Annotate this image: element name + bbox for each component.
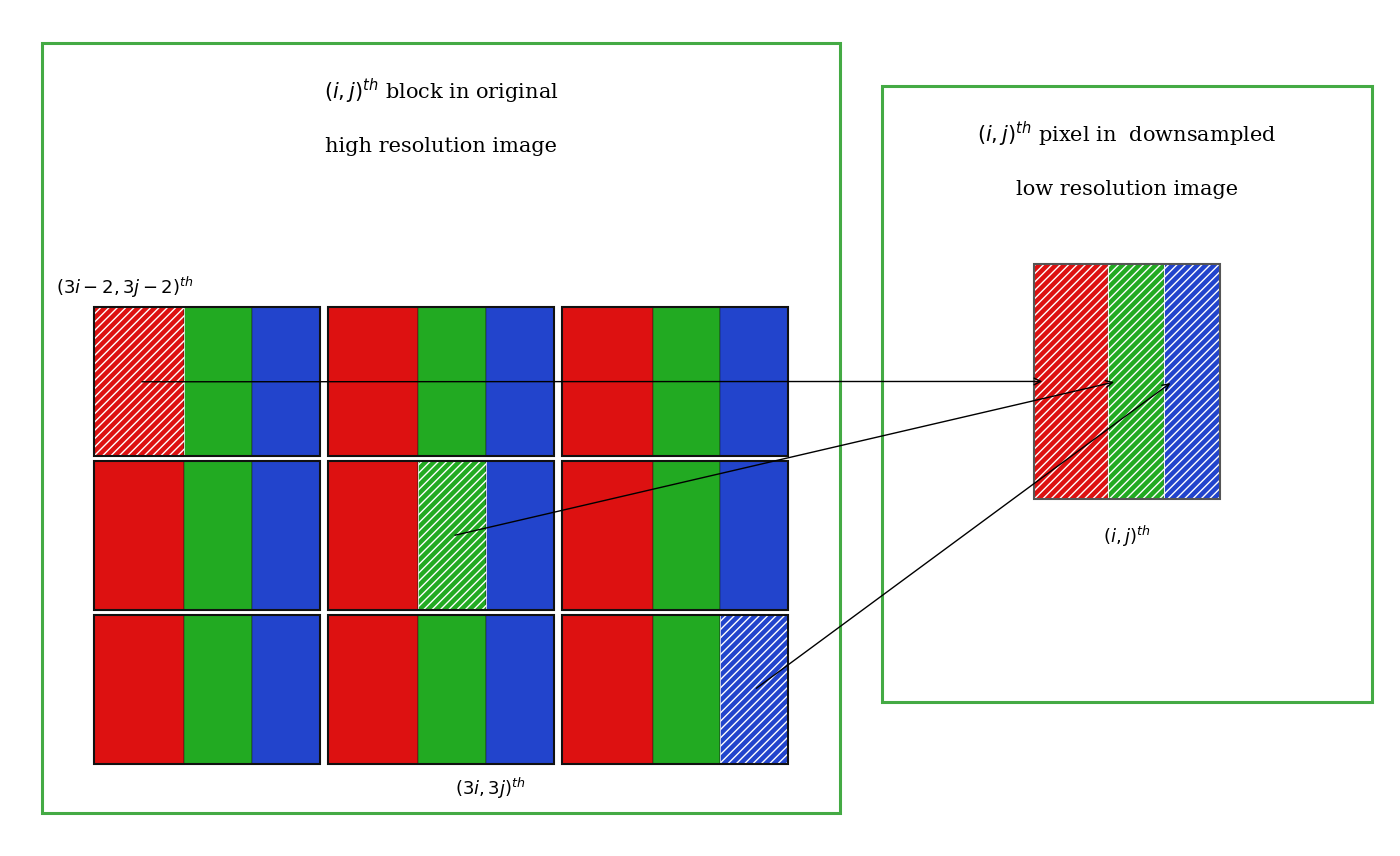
Bar: [720, 461, 788, 610]
Bar: [486, 461, 554, 610]
Bar: [328, 615, 419, 764]
Bar: [252, 307, 319, 456]
Bar: [94, 461, 185, 610]
Bar: [1033, 265, 1109, 498]
Bar: [94, 307, 185, 456]
Text: low resolution image: low resolution image: [1016, 180, 1238, 199]
Bar: [419, 307, 486, 456]
Bar: [185, 461, 252, 610]
Bar: [94, 461, 319, 610]
Bar: [563, 615, 652, 764]
Bar: [720, 615, 788, 764]
Bar: [1109, 265, 1165, 498]
Text: high resolution image: high resolution image: [325, 137, 557, 156]
Bar: [419, 461, 486, 610]
Text: $(i, j)^{th}$ block in original: $(i, j)^{th}$ block in original: [323, 77, 559, 106]
Bar: [42, 43, 840, 813]
Bar: [652, 461, 720, 610]
Bar: [328, 461, 419, 610]
Bar: [94, 307, 319, 456]
Bar: [419, 461, 486, 610]
Bar: [252, 615, 319, 764]
Bar: [328, 461, 554, 610]
Bar: [1165, 265, 1219, 498]
Bar: [185, 615, 252, 764]
Bar: [94, 615, 185, 764]
Bar: [882, 86, 1372, 702]
Bar: [1109, 265, 1165, 498]
Bar: [1165, 265, 1219, 498]
Bar: [652, 615, 720, 764]
Bar: [563, 615, 788, 764]
Text: $(i, j)^{th}$ pixel in  downsampled: $(i, j)^{th}$ pixel in downsampled: [977, 120, 1277, 149]
Bar: [563, 307, 652, 456]
Text: $(3i-2, 3j-2)^{th}$: $(3i-2, 3j-2)^{th}$: [56, 276, 193, 300]
Bar: [419, 615, 486, 764]
Text: $(i, j)^{th}$: $(i, j)^{th}$: [1103, 524, 1151, 550]
Bar: [94, 307, 185, 456]
Bar: [720, 307, 788, 456]
Bar: [328, 307, 419, 456]
Bar: [1033, 265, 1219, 498]
Bar: [328, 615, 554, 764]
Bar: [328, 307, 554, 456]
Bar: [486, 615, 554, 764]
Bar: [486, 307, 554, 456]
Bar: [94, 615, 319, 764]
Bar: [563, 307, 788, 456]
Bar: [720, 615, 788, 764]
Text: $(3i, 3j)^{th}$: $(3i, 3j)^{th}$: [455, 776, 525, 800]
Bar: [1033, 265, 1109, 498]
Bar: [563, 461, 788, 610]
Bar: [652, 307, 720, 456]
Bar: [185, 307, 252, 456]
Bar: [563, 461, 652, 610]
Bar: [252, 461, 319, 610]
